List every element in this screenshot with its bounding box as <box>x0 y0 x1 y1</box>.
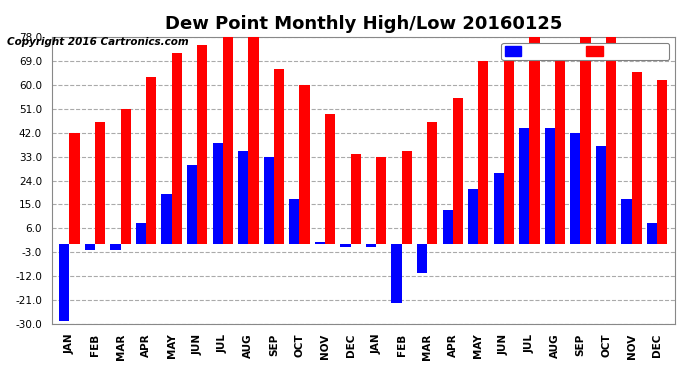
Bar <box>146 77 157 244</box>
Bar <box>315 242 325 244</box>
Text: Copyright 2016 Cartronics.com: Copyright 2016 Cartronics.com <box>7 37 188 47</box>
Bar <box>351 154 361 244</box>
Bar <box>299 85 310 244</box>
Bar <box>238 152 248 244</box>
Bar <box>580 38 591 244</box>
Legend: Low  (°F), High  (°F): Low (°F), High (°F) <box>502 43 669 60</box>
Title: Dew Point Monthly High/Low 20160125: Dew Point Monthly High/Low 20160125 <box>165 15 562 33</box>
Bar <box>504 53 514 244</box>
Bar <box>442 210 453 244</box>
Bar <box>161 194 172 244</box>
Bar <box>213 144 223 244</box>
Bar <box>606 38 616 244</box>
Bar <box>325 114 335 244</box>
Bar <box>121 109 131 244</box>
Bar <box>453 98 463 244</box>
Bar <box>570 133 580 244</box>
Bar <box>340 244 351 247</box>
Bar <box>555 45 565 244</box>
Bar <box>478 61 489 244</box>
Bar <box>187 165 197 244</box>
Bar <box>197 45 208 244</box>
Bar <box>85 244 95 250</box>
Bar <box>427 122 437 244</box>
Bar <box>519 128 529 244</box>
Bar <box>647 223 657 244</box>
Bar <box>136 223 146 244</box>
Bar <box>631 72 642 244</box>
Bar <box>274 69 284 244</box>
Bar <box>402 152 412 244</box>
Bar <box>493 172 504 244</box>
Bar <box>223 38 233 244</box>
Bar <box>264 157 274 244</box>
Bar <box>248 38 259 244</box>
Bar <box>595 146 606 244</box>
Bar <box>289 199 299 244</box>
Bar <box>59 244 70 321</box>
Bar <box>95 122 106 244</box>
Bar <box>657 80 667 244</box>
Bar <box>70 133 80 244</box>
Bar <box>110 244 121 250</box>
Bar <box>391 244 402 303</box>
Bar <box>468 189 478 244</box>
Bar <box>529 38 540 244</box>
Bar <box>544 128 555 244</box>
Bar <box>417 244 427 273</box>
Bar <box>172 53 182 244</box>
Bar <box>366 244 376 247</box>
Bar <box>376 157 386 244</box>
Bar <box>622 199 631 244</box>
